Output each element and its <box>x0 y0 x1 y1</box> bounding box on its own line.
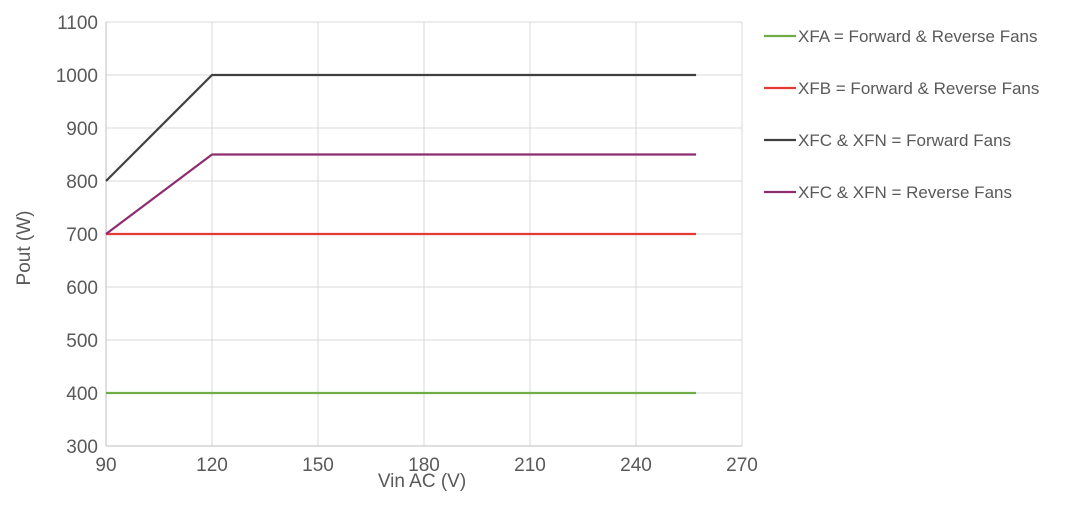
y-tick-label: 1100 <box>57 13 98 34</box>
series-lines <box>105 73 697 395</box>
y-tick-label: 800 <box>66 172 98 193</box>
x-tick-label: 210 <box>514 455 546 476</box>
y-tick-label: 300 <box>66 437 98 458</box>
x-tick-label: 180 <box>408 455 440 476</box>
y-tick-label: 1000 <box>56 66 98 87</box>
legend-item-4: XFC & XFN = Reverse Fans <box>764 183 1012 202</box>
x-tick-label: 270 <box>726 455 758 476</box>
legend-label: XFC & XFN = Forward Fans <box>798 131 1011 150</box>
legend-label: XFB = Forward & Reverse Fans <box>798 79 1039 98</box>
legend-item-3: XFC & XFN = Forward Fans <box>764 131 1011 150</box>
y-tick-label: 900 <box>66 119 98 140</box>
legend: XFA = Forward & Reverse Fans XFB = Forwar… <box>764 27 1039 202</box>
x-tick-label: 240 <box>620 455 652 476</box>
x-tick-label: 150 <box>302 455 334 476</box>
x-tick-label: 120 <box>196 455 228 476</box>
legend-item-2: XFB = Forward & Reverse Fans <box>764 79 1039 98</box>
series-line-3 <box>105 73 697 182</box>
y-tick-label: 600 <box>66 278 98 299</box>
x-tick-label: 90 <box>95 455 116 476</box>
tick-labels: 90 120 150 180 210 240 270 300 400 500 600 700 800 90… <box>56 13 758 476</box>
y-axis-title: Pout (W) <box>14 211 35 286</box>
legend-label: XFC & XFN = Reverse Fans <box>798 183 1012 202</box>
legend-item-1: XFA = Forward & Reverse Fans <box>764 27 1038 46</box>
y-tick-label: 700 <box>66 225 98 246</box>
x-axis-title: Vin AC (V) <box>378 471 466 492</box>
y-tick-label: 500 <box>66 331 98 352</box>
y-tick-label: 400 <box>66 384 98 405</box>
series-line-4 <box>105 153 697 235</box>
legend-label: XFA = Forward & Reverse Fans <box>798 27 1038 46</box>
